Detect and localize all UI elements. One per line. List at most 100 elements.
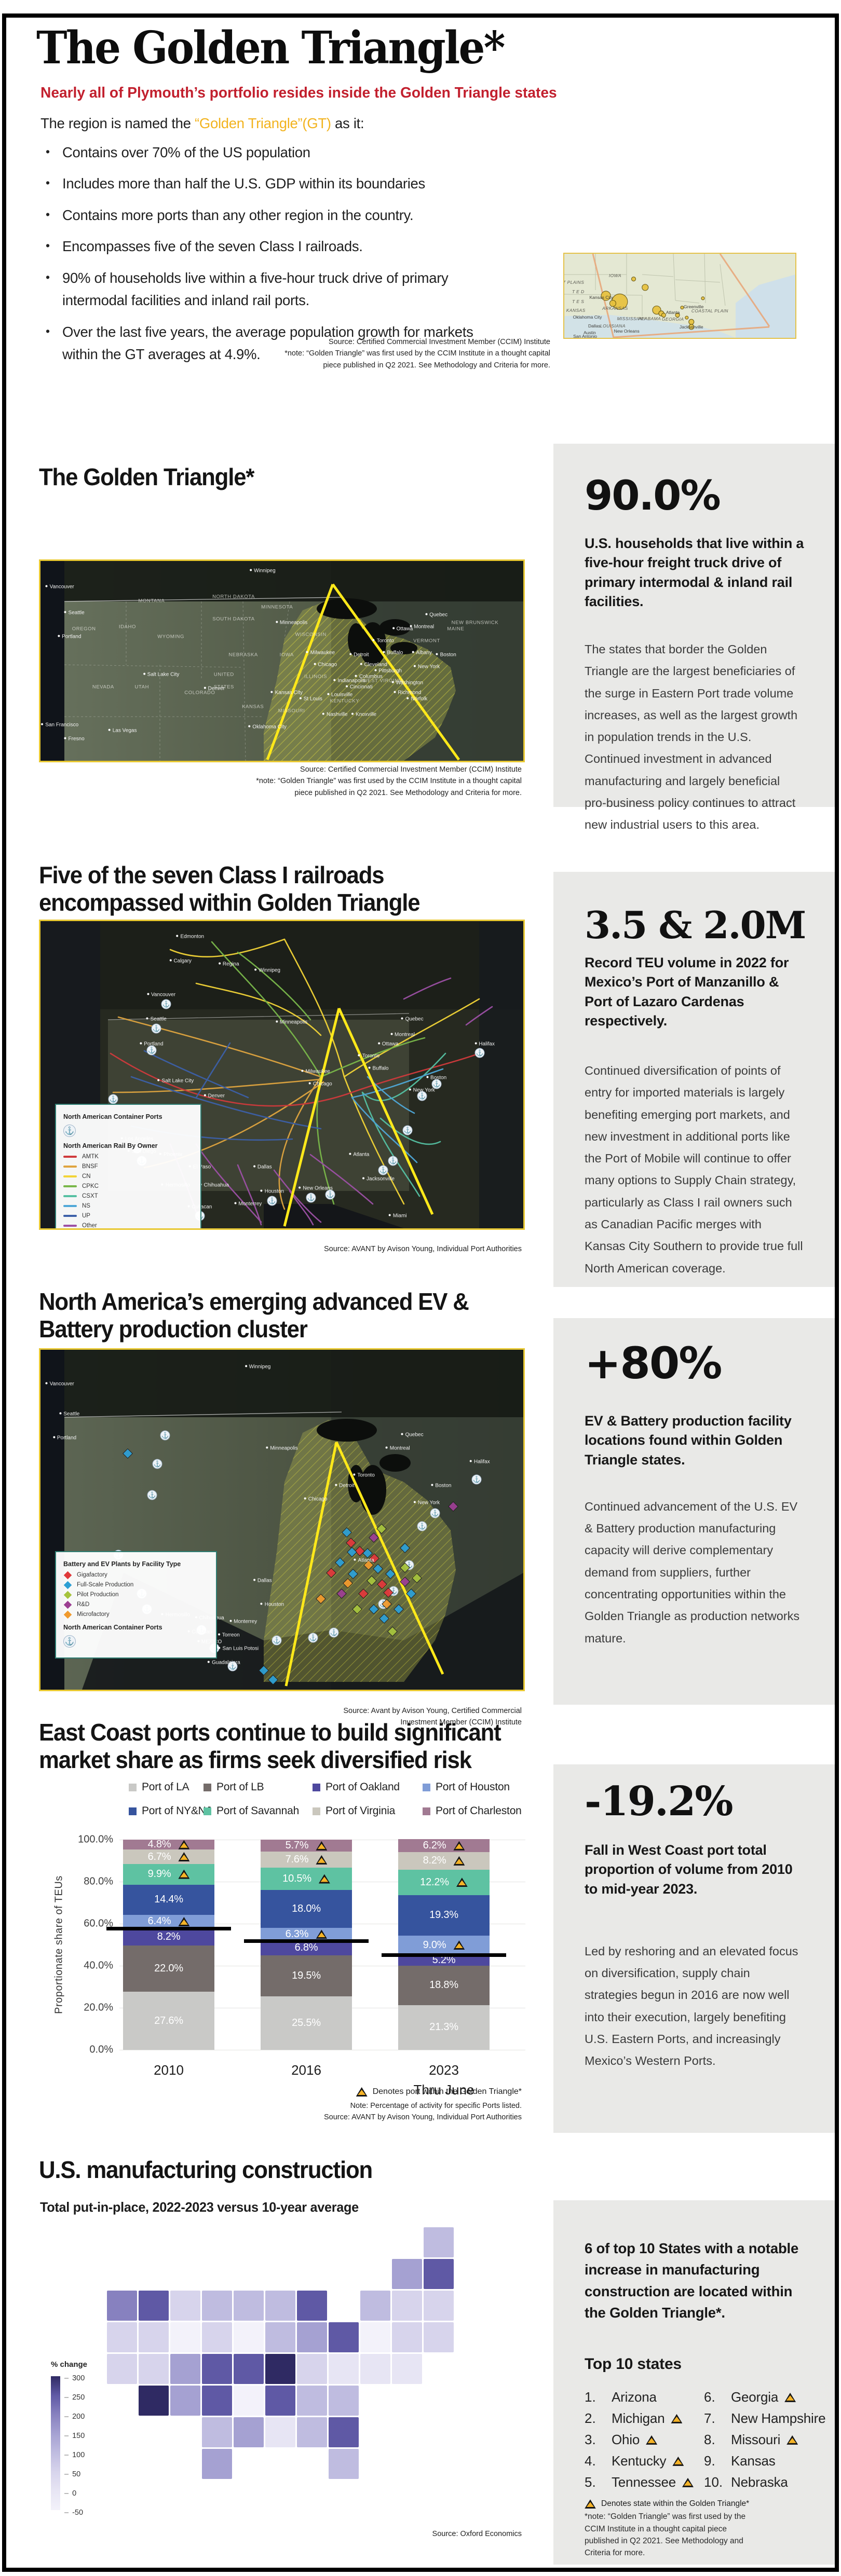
legend-label: Port of Charleston (436, 1805, 522, 1817)
top10-item: 5. Tennessee (585, 2474, 694, 2490)
bar-segment-value: 22.0% (154, 1963, 183, 1975)
legend-swatch (204, 1807, 211, 1815)
ev-type-color (63, 1600, 72, 1609)
top10-item: 1. Arizona (585, 2389, 694, 2405)
y-tick-label: 100.0% (78, 1833, 113, 1845)
state-tile-ok (202, 2417, 232, 2447)
state-tile-pa (360, 2322, 390, 2352)
chart-legend-item: Port of LA (129, 1781, 189, 1793)
gt-triangle-icon (453, 1856, 465, 1866)
top10-rank: 6. (704, 2389, 715, 2405)
state-tile-tx (202, 2449, 232, 2479)
ev-legend-title: Battery and EV Plants by Facility Type (63, 1560, 181, 1568)
section-heading-gt: The Golden Triangle* (39, 463, 254, 490)
mfg-footnote: Denotes state within the Golden Triangle… (585, 2499, 805, 2559)
bar-segment-value: 6.8% (294, 1942, 318, 1954)
legend-swatch (313, 1783, 320, 1791)
bullet-item: Contains more ports than any other regio… (42, 204, 509, 226)
state-tile-or (107, 2322, 137, 2352)
rail-owner-legend-row: UP (63, 1213, 193, 1219)
bar-segment-value: 25.5% (292, 2017, 321, 2029)
gt-map-graphic (40, 561, 523, 761)
gt-triangle-icon (646, 2435, 657, 2445)
state-tile-co (170, 2354, 200, 2384)
bar-segment-value: 6.7% (147, 1851, 171, 1862)
stat-headline-teu: Record TEU volume in 2022 for Mexico’s P… (585, 955, 789, 1029)
stat-value-ev: +80% (585, 1338, 722, 1389)
mfg-subtitle: Total put-in-place, 2022-2023 versus 10-… (40, 2199, 359, 2215)
gt-triangle-icon (682, 2478, 694, 2487)
state-tile-mi (297, 2291, 327, 2321)
source-line: Source: Certified Commercial Investment … (300, 765, 522, 774)
state-tile-ky (265, 2354, 295, 2384)
state-tile-ar (234, 2386, 264, 2416)
legend-label: Port of Oakland (325, 1781, 400, 1793)
top10-name: Michigan (612, 2410, 665, 2427)
ev-type-legend-row: Pilot Production (63, 1591, 209, 1599)
stat-card-manufacturing: 6 of top 10 States with a notable increa… (553, 2200, 835, 2565)
gt-triangle-icon (178, 1870, 189, 1879)
state-tile-la (234, 2417, 264, 2447)
rail-owner-legend-row: NS (63, 1203, 193, 1209)
state-tile-ia (234, 2322, 264, 2352)
header-source: Source: Certified Commercial Investment … (208, 336, 550, 371)
stat-card-teu: 3.5 & 2.0M Record TEU volume in 2022 for… (553, 872, 835, 1287)
rail-owner-color (63, 1215, 77, 1217)
legend-swatch (423, 1783, 430, 1791)
ev-legend-ports-title: North American Container Ports (63, 1624, 162, 1631)
mfg-footnote-line: CCIM Institute in a thought capital piec… (585, 2524, 727, 2533)
y-tick-label: 40.0% (84, 1960, 113, 1971)
ev-type-name: Full-Scale Production (77, 1582, 134, 1588)
rail-owner-color (63, 1185, 77, 1187)
x-category-sublabel: Thru June (413, 2082, 474, 2098)
ev-heading-line2: Battery production cluster (39, 1316, 308, 1343)
top10-name: Tennessee (612, 2474, 676, 2490)
rail-owner-name: NS (82, 1203, 90, 1209)
state-tile-nj (392, 2322, 422, 2352)
top10-name: Nebraska (731, 2474, 788, 2490)
bar-segment-port-of-lb: 18.8% (398, 1965, 490, 2005)
top10-rank: 1. (585, 2389, 596, 2405)
gt-triangle-icon (786, 2435, 798, 2445)
source-line: piece published in Q2 2021. See Methodol… (323, 361, 550, 369)
legend-swatch (313, 1807, 320, 1815)
gt-triangle-icon (316, 1855, 327, 1865)
bar-segment-port-of-lb: 19.5% (261, 1955, 352, 1996)
top10-name: Ohio (612, 2432, 640, 2448)
mfg-footnote-line: Criteria for more. (585, 2548, 645, 2558)
bar-segment-value: 10.5% (282, 1873, 311, 1885)
ev-type-name: Microfactory (77, 1611, 110, 1618)
bar-segment-value: 7.6% (285, 1854, 309, 1866)
state-tile-tn (265, 2386, 295, 2416)
state-tile-mn (234, 2291, 264, 2321)
state-tile-az (139, 2386, 169, 2416)
state-tile-de (392, 2354, 422, 2384)
bar-segment-value: 19.3% (429, 1909, 458, 1921)
mfg-sidebar-intro: 6 of top 10 States with a notable increa… (585, 2240, 799, 2321)
state-tile-fl (329, 2449, 359, 2479)
gt-triangle-icon (178, 1852, 189, 1861)
bar-segment-port-of-ny-nj: 18.0% (261, 1889, 352, 1928)
bullet-item: Encompasses five of the seven Class I ra… (42, 235, 509, 257)
choropleth-legend-gradient (51, 2376, 60, 2510)
chart-legend-item: Port of Virginia (313, 1805, 395, 1817)
top10-rank: 9. (704, 2453, 715, 2469)
bar-segment-port-of-oakland: 6.8% (261, 1941, 352, 1955)
top10-name: Arizona (612, 2389, 657, 2405)
state-tile-nd (202, 2291, 232, 2321)
top10-rank: 3. (585, 2432, 596, 2448)
choropleth-legend-title: % change (51, 2360, 88, 2369)
choropleth-legend-tick: 100 (64, 2451, 85, 2459)
svg-text:⚓: ⚓ (268, 1197, 276, 1204)
y-tick-label: 60.0% (84, 1917, 113, 1929)
bar-segment-port-of-charleston: 4.8% (123, 1839, 214, 1850)
state-tile-nm (170, 2386, 200, 2416)
source-line: Source: Certified Commercial Investment … (328, 338, 550, 346)
state-tile-wi (265, 2291, 295, 2321)
svg-text:⚓: ⚓ (307, 1194, 315, 1201)
rail-owner-legend-row: CSXT (63, 1193, 193, 1199)
top10-rank: 10. (704, 2474, 723, 2490)
ev-type-color (63, 1591, 72, 1599)
